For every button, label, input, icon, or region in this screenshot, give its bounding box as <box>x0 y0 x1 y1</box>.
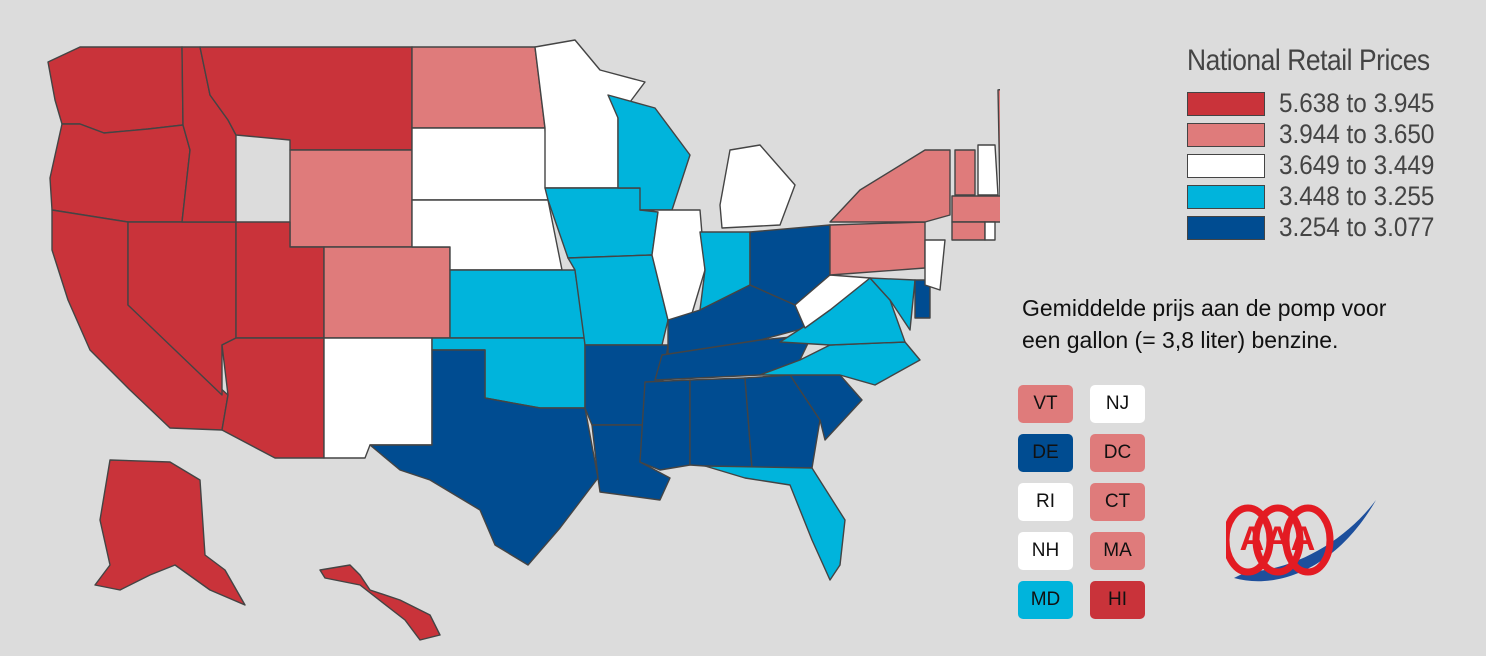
state-chip-hi: HI <box>1090 581 1145 619</box>
state-ms <box>639 379 691 471</box>
state-ks <box>449 269 586 339</box>
state-ny <box>829 149 951 223</box>
state-ma <box>951 195 1000 223</box>
state-al <box>689 377 753 469</box>
logo-ring <box>1282 504 1334 576</box>
state-chip-ri: RI <box>1018 483 1073 521</box>
state-ri <box>984 221 996 241</box>
caption-line: Gemiddelde prijs aan de pomp voor <box>1022 295 1387 321</box>
state-co <box>323 246 451 339</box>
state-hi <box>319 564 441 641</box>
small-states-key: VT NJ DE DC RI CT NH MA MD HI <box>1018 385 1145 619</box>
state-md <box>869 277 916 331</box>
legend-row: 3.649 to 3.449 <box>1187 150 1477 181</box>
state-chip-ma: MA <box>1090 532 1145 570</box>
legend-range-label: 3.944 to 3.650 <box>1279 119 1435 149</box>
state-nj <box>924 239 946 291</box>
state-chip-md: MD <box>1018 581 1073 619</box>
caption-line: een gallon (= 3,8 liter) benzine. <box>1022 327 1339 353</box>
state-mi <box>719 144 796 229</box>
state-nh <box>977 144 999 196</box>
logo-text: AAA <box>1240 520 1317 558</box>
legend-range-label: 3.254 to 3.077 <box>1279 212 1435 242</box>
legend-swatch <box>1187 215 1265 240</box>
legend-row: 3.448 to 3.255 <box>1187 181 1477 212</box>
state-me <box>997 88 1000 197</box>
state-fl <box>704 465 846 581</box>
state-tx <box>369 349 599 566</box>
legend-swatch <box>1187 184 1265 209</box>
state-vt <box>954 149 976 196</box>
legend-title: National Retail Prices <box>1187 44 1430 77</box>
state-chip-nh: NH <box>1018 532 1073 570</box>
state-nc <box>759 341 921 386</box>
state-chip-de: DE <box>1018 434 1073 472</box>
legend-row: 3.254 to 3.077 <box>1187 212 1477 243</box>
legend-row: 3.944 to 3.650 <box>1187 119 1477 150</box>
state-mo <box>567 254 669 346</box>
legend-row: 5.638 to 3.945 <box>1187 88 1477 119</box>
legend-swatch <box>1187 91 1265 116</box>
state-sd <box>411 127 549 201</box>
legend-range-label: 5.638 to 3.945 <box>1279 88 1435 118</box>
state-chip-dc: DC <box>1090 434 1145 472</box>
logo-rings <box>1226 504 1334 576</box>
logo-ring <box>1226 504 1274 576</box>
logo-ring <box>1252 504 1304 576</box>
state-nm <box>323 337 433 459</box>
state-az <box>221 337 325 459</box>
state-chip-ct: CT <box>1090 483 1145 521</box>
aaa-logo: AAA <box>1226 500 1376 582</box>
state-wy <box>289 149 413 248</box>
state-nd <box>411 46 546 129</box>
legend-range-label: 3.448 to 3.255 <box>1279 181 1435 211</box>
us-gas-price-map <box>47 39 1000 641</box>
state-chip-nj: NJ <box>1090 385 1145 423</box>
state-ak <box>94 459 246 606</box>
legend-range-label: 3.649 to 3.449 <box>1279 150 1435 180</box>
legend-swatch <box>1187 153 1265 178</box>
state-pa <box>829 221 926 276</box>
state-chip-vt: VT <box>1018 385 1073 423</box>
state-wv <box>794 274 871 329</box>
state-ct <box>951 221 986 241</box>
price-caption: Gemiddelde prijs aan de pomp voor een ga… <box>1022 292 1386 356</box>
legend-swatch <box>1187 122 1265 147</box>
state-wa <box>47 46 184 134</box>
price-legend: National Retail Prices 5.638 to 3.945 3.… <box>1187 44 1477 243</box>
state-or <box>49 123 191 223</box>
